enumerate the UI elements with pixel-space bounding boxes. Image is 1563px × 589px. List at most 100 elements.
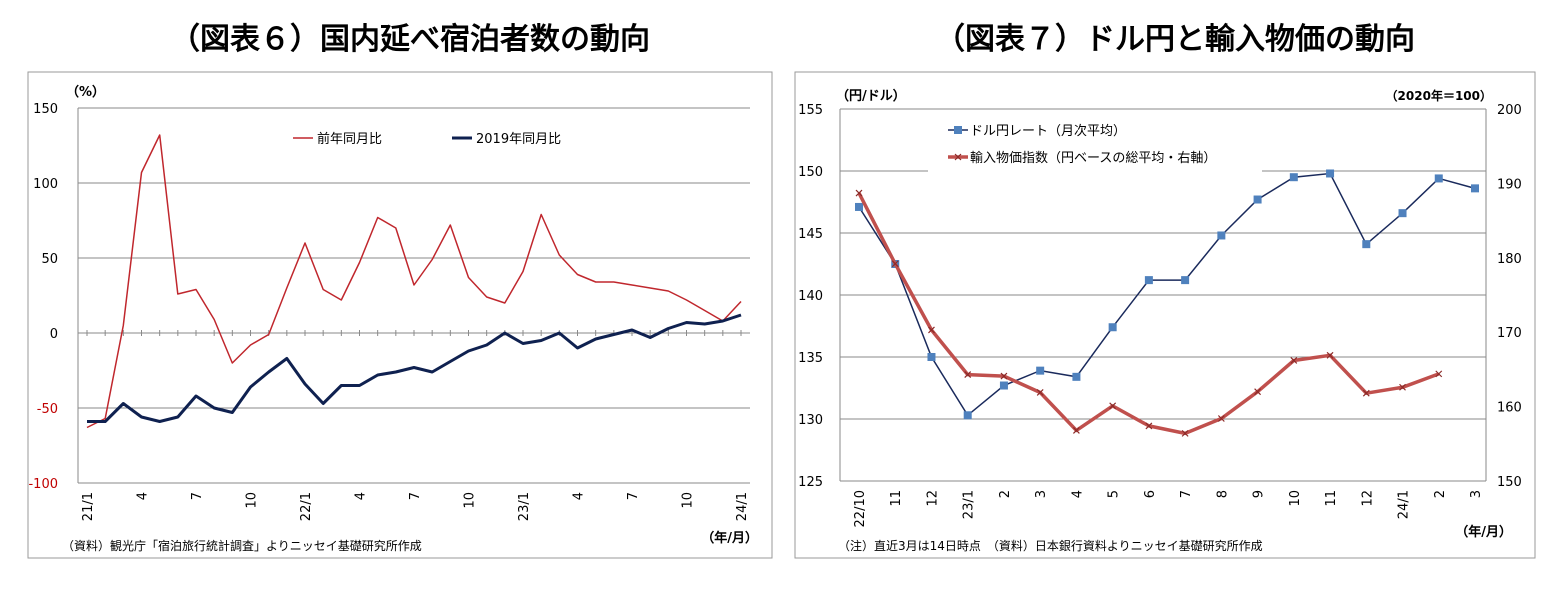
chart6-period-label: （年/月） (701, 530, 758, 546)
chart7-x-tick-label: 11 (889, 490, 904, 507)
chart7-x-tick-label: 2 (1433, 490, 1448, 498)
chart6-x-tick-label: 10 (463, 492, 478, 509)
chart7-left-y-tick-label: 140 (798, 289, 823, 304)
chart6-series-yoy-line (86, 134, 742, 429)
chart6-y-tick-label: -50 (37, 402, 58, 417)
chart7-usdjpy-marker (1036, 366, 1045, 375)
chart7-usdjpy-marker (1471, 184, 1479, 193)
chart6-x-tick-label: 10 (681, 492, 696, 509)
chart6-frame (27, 71, 773, 559)
chart7-import-price-marker (1435, 370, 1443, 378)
chart7-x-tick-label: 12 (925, 490, 940, 507)
chart6-x-tick-labels: 21/1 4 7 10 22/1 4 7 10 23/1 4 7 10 24/1 (81, 492, 750, 521)
chart7-series (855, 169, 1479, 437)
chart6-unit-label: （%） (66, 84, 105, 100)
chart6-x-tick-label: 7 (190, 492, 205, 500)
chart6-x-tick-label: 7 (408, 492, 423, 500)
chart7-import-price-marker (1181, 429, 1189, 437)
chart6-x-tick-label: 24/1 (735, 492, 750, 521)
chart7-import-price-marker (1290, 357, 1298, 364)
chart7-usdjpy-marker (855, 202, 863, 211)
chart6-x-tick-label: 22/1 (299, 492, 314, 521)
chart7-left-y-tick-labels: 155 150 145 140 135 130 125 (798, 103, 823, 490)
chart7-usdjpy-marker (1362, 240, 1371, 249)
chart7-title: （図表７）ドル円と輸入物価の動向 (935, 22, 1415, 57)
chart7-x-tick-label: 9 (1252, 490, 1267, 498)
chart7-left-y-tick-label: 155 (798, 103, 823, 118)
chart7-usdjpy-line (858, 172, 1476, 417)
chart7-usdjpy-marker (1289, 173, 1298, 182)
chart7-unit-right: （2020年＝100） (1386, 88, 1492, 103)
chart7-right-y-tick-labels: 200 190 180 170 160 150 (1497, 103, 1522, 490)
chart7-unit-left: （円/ドル） (836, 88, 906, 104)
chart7-legend: ドル円レート（月次平均） 輸入物価指数（円ベースの総平均・右軸） (948, 123, 1216, 166)
chart6-y-tick-labels: 150 100 50 0 -50 -100 (28, 102, 58, 492)
chart7-x-tick-label: 4 (1070, 490, 1085, 498)
chart7-x-tick-label: 24/1 (1397, 490, 1412, 519)
chart7-x-tick-label: 2 (998, 490, 1013, 498)
chart7-import-price-marker (1109, 402, 1117, 410)
chart7-x-tick-label: 23/1 (962, 490, 977, 519)
chart7-usdjpy-marker (1217, 231, 1226, 240)
chart7-legend-import-marker (954, 153, 962, 161)
chart7-right-y-tick-label: 180 (1497, 252, 1522, 267)
chart7-import-price-marker (1326, 351, 1334, 359)
chart7-x-tick-label: 22/10 (853, 490, 868, 527)
chart7-import-price-marker (855, 189, 863, 197)
chart7-usdjpy-marker (1181, 276, 1190, 285)
chart6-x-tick-label: 4 (354, 492, 369, 500)
chart7-x-tick-label: 12 (1360, 490, 1375, 507)
chart7-usdjpy-marker (963, 411, 972, 420)
chart7-usdjpy-marker (1398, 209, 1407, 218)
chart7-x-tick-labels: 22/10 11 12 23/1 2 3 4 5 6 7 8 9 10 11 12 24/1 2 3 (853, 490, 1484, 527)
chart7-right-y-tick-label: 160 (1497, 401, 1522, 416)
chart7-usdjpy-marker (999, 381, 1008, 390)
chart7-import-price-marker (1362, 389, 1370, 397)
chart7-left-y-tick-label: 130 (798, 413, 823, 428)
chart7-right-y-tick-label: 190 (1497, 177, 1522, 192)
chart7-import-price-marker (1254, 388, 1262, 396)
chart6-y-tick-label: -100 (28, 477, 58, 492)
chart7-import-price-marker (1036, 389, 1044, 396)
chart6-x-tick-label: 4 (572, 492, 587, 500)
chart6-series (86, 134, 742, 429)
chart7-note: （注）直近3月は14日時点 （資料）日本銀行資料よりニッセイ基礎研究所作成 (838, 538, 1263, 553)
chart6-legend-label: 2019年同月比 (476, 132, 561, 147)
chart6-legend: 前年同月比 2019年同月比 (293, 131, 561, 147)
chart7-axes (839, 108, 1487, 482)
chart6-x-tick-label: 23/1 (517, 492, 532, 521)
chart7-import-price-marker (1000, 372, 1008, 380)
chart6-y-tick-label: 150 (33, 102, 58, 117)
chart6-x-tick-label: 4 (136, 492, 151, 500)
chart7-x-tick-label: 3 (1469, 490, 1484, 498)
chart7-right-y-tick-label: 170 (1497, 326, 1522, 341)
chart7-x-tick-label: 5 (1107, 490, 1122, 498)
chart7-x-tick-label: 7 (1179, 490, 1194, 498)
chart7-frame (794, 71, 1536, 559)
chart7-x-tick-label: 6 (1143, 490, 1158, 498)
chart6-y-tick-label: 100 (33, 177, 58, 192)
chart7-left-y-tick-label: 150 (798, 165, 823, 180)
chart7-legend-usdjpy-label: ドル円レート（月次平均） (970, 123, 1126, 139)
chart6-x-tick-label: 21/1 (81, 492, 96, 521)
chart6-y-tick-label: 0 (50, 327, 58, 342)
chart6-x-tick-label: 7 (626, 492, 641, 500)
chart6-gridlines (78, 107, 750, 484)
chart7-legend-import-label: 輸入物価指数（円ベースの総平均・右軸） (970, 151, 1216, 166)
chart7-usdjpy-marker (1434, 174, 1443, 183)
chart6-legend-label: 前年同月比 (317, 131, 382, 147)
chart7-period-label: （年/月） (1455, 524, 1512, 540)
chart7-usdjpy-marker (1326, 169, 1335, 178)
chart6-source: （資料）観光庁「宿泊旅行統計調査」よりニッセイ基礎研究所作成 (62, 538, 422, 553)
chart6-x-tick-label: 10 (245, 492, 260, 509)
chart7-x-tick-label: 10 (1288, 490, 1303, 507)
chart6-title: （図表６）国内延べ宿泊者数の動向 (170, 22, 650, 57)
chart7-usdjpy-marker (927, 353, 936, 361)
chart7-usdjpy-marker (1144, 276, 1153, 285)
chart7-import-price-marker (1399, 383, 1406, 391)
chart7-left-y-tick-label: 135 (798, 351, 823, 366)
chart7-import-price-marker (1145, 422, 1153, 430)
chart7-usdjpy-marker (1253, 195, 1262, 204)
